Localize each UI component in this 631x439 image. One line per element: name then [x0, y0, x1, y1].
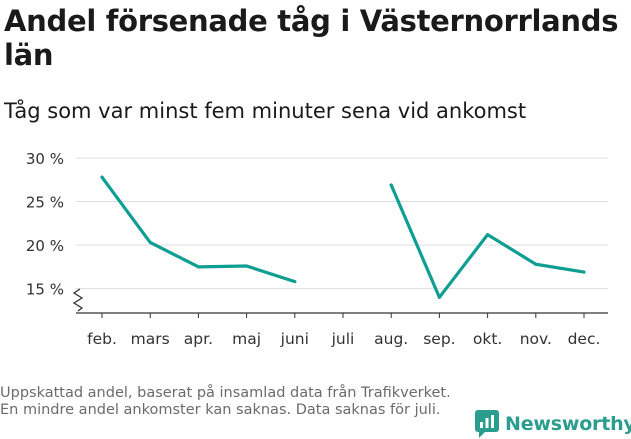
data-point — [196, 265, 200, 269]
x-tick-label: nov. — [520, 330, 552, 348]
x-tick-label: feb. — [87, 330, 117, 348]
x-tick-label: mars — [131, 330, 170, 348]
y-tick-label: 30 % — [26, 150, 64, 168]
chart-title: Andel försenade tåg i Västernorrlands lä… — [4, 4, 619, 72]
y-tick-label: 20 % — [26, 237, 64, 255]
y-tick-label: 25 % — [26, 194, 64, 212]
x-tick-label: sep. — [423, 330, 455, 348]
footnote: Uppskattad andel, baserat på insamlad da… — [0, 385, 451, 418]
data-point — [148, 240, 152, 244]
x-tick-label: okt. — [473, 330, 502, 348]
data-point — [389, 183, 393, 187]
line-chart: 15 % 20 % 25 % 30 % feb. mars apr. maj juni juli a… — [26, 150, 608, 348]
chart-subtitle: Tåg som var minst fem minuter sena vid a… — [4, 99, 527, 123]
x-tick-label: juli — [331, 330, 355, 348]
axis-break-icon — [72, 288, 84, 312]
x-tick-label: maj — [232, 330, 261, 348]
data-point — [100, 175, 104, 179]
data-point — [437, 295, 441, 299]
x-tick-label: juni — [280, 330, 309, 348]
newsworthy-logo-icon — [475, 410, 499, 438]
data-point — [534, 262, 538, 266]
x-tick-label: dec. — [568, 330, 601, 348]
data-point — [486, 233, 490, 237]
brand-name: Newsworthy — [505, 413, 631, 435]
x-tick-label: aug. — [374, 330, 408, 348]
data-point — [582, 270, 586, 274]
data-point — [245, 264, 249, 268]
x-tick-label: apr. — [184, 330, 213, 348]
y-tick-label: 15 % — [26, 281, 64, 299]
data-point — [293, 280, 297, 284]
brand-logo[interactable]: Newsworthy — [475, 409, 631, 439]
